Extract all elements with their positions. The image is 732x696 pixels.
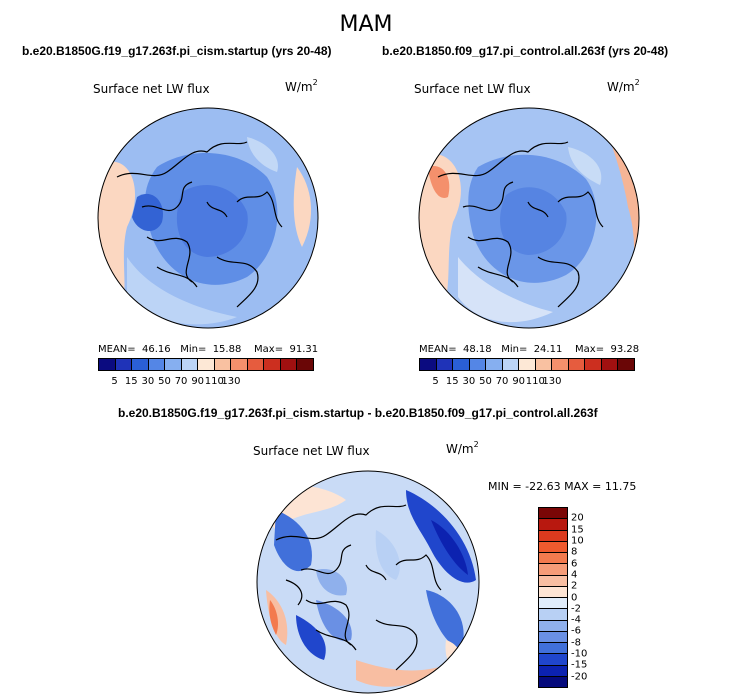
colorbar-swatch: [568, 359, 586, 370]
colorbar-swatch: [264, 359, 281, 370]
colorbar-swatch: [618, 359, 634, 370]
colorbar-swatch: [148, 359, 166, 370]
colorbar-swatch: [469, 359, 487, 370]
colorbar-tick-label: 90: [512, 376, 526, 387]
colorbar-tick-label: 6: [571, 558, 578, 570]
colorbar-tick-label: 130: [542, 376, 562, 387]
colorbar-swatch: [297, 359, 313, 370]
diff-field-title: Surface net LW flux: [253, 444, 370, 458]
colorbar-tick-label: 15: [571, 524, 584, 536]
colorbar-tick-label: 70: [174, 376, 188, 387]
diff-units: W/m2: [446, 440, 479, 456]
colorbar-tick-label: -15: [571, 659, 588, 671]
colorbar-tick-label: 15: [445, 376, 459, 387]
colorbar-tick-label: -4: [571, 614, 581, 626]
colorbar-swatch: [585, 359, 602, 370]
colorbar-swatch: [436, 359, 454, 370]
diff-case-title: b.e20.B1850G.f19_g17.263f.pi_cism.startu…: [118, 406, 598, 420]
colorbar-swatch: [539, 609, 567, 621]
colorbar-swatch: [247, 359, 265, 370]
colorbar-swatch: [539, 564, 567, 576]
colorbar-swatch: [486, 359, 503, 370]
colorbar-swatch: [132, 359, 149, 370]
right-units: W/m2: [607, 78, 640, 94]
colorbar-swatch: [539, 575, 567, 587]
left-stats: MEAN= 46.16 Min= 15.88 Max= 91.31: [98, 344, 319, 355]
colorbar-swatch: [198, 359, 215, 370]
colorbar-swatch: [539, 620, 567, 632]
colorbar-tick-label: 90: [191, 376, 205, 387]
colorbar-tick-label: -20: [571, 671, 588, 683]
colorbar-tick-label: 50: [479, 376, 492, 387]
left-colorbar-labels: 5 15 30 50 70 90 110 130: [98, 376, 314, 388]
colorbar-swatch: [165, 359, 182, 370]
colorbar-tick-label: 70: [495, 376, 509, 387]
colorbar-swatch: [539, 541, 567, 553]
colorbar-tick-label: 2: [571, 580, 578, 592]
colorbar-swatch: [539, 676, 567, 687]
colorbar-swatch: [552, 359, 569, 370]
colorbar-swatch: [420, 359, 437, 370]
colorbar-swatch: [502, 359, 520, 370]
colorbar-tick-label: 110: [204, 376, 224, 387]
colorbar-tick-label: 130: [221, 376, 241, 387]
left-units: W/m2: [285, 78, 318, 94]
colorbar-swatch: [519, 359, 536, 370]
colorbar-tick-label: 5: [432, 376, 439, 387]
diff-colorbar: [538, 507, 568, 688]
colorbar-tick-label: -8: [571, 637, 581, 649]
colorbar-swatch: [539, 665, 567, 677]
colorbar-tick-label: 30: [141, 376, 155, 387]
season-title: MAM: [339, 12, 393, 37]
colorbar-tick-label: -6: [571, 625, 581, 637]
colorbar-swatch: [99, 359, 116, 370]
colorbar-tick-label: 30: [462, 376, 476, 387]
colorbar-tick-label: 10: [571, 535, 584, 547]
colorbar-swatch: [181, 359, 199, 370]
right-field-title: Surface net LW flux: [414, 82, 531, 96]
colorbar-swatch: [539, 654, 567, 666]
right-colorbar: [419, 358, 635, 371]
left-polar-map: [97, 107, 319, 329]
colorbar-tick-label: -10: [571, 648, 588, 660]
right-case-title: b.e20.B1850.f09_g17.pi_control.all.263f …: [382, 44, 669, 58]
colorbar-swatch: [539, 586, 567, 598]
colorbar-tick-label: 0: [571, 592, 578, 603]
colorbar-tick-label: -2: [571, 603, 581, 615]
colorbar-swatch: [539, 530, 567, 542]
colorbar-swatch: [539, 508, 567, 520]
colorbar-swatch: [539, 519, 567, 531]
colorbar-swatch: [280, 359, 298, 370]
colorbar-swatch: [539, 631, 567, 643]
colorbar-swatch: [539, 643, 567, 655]
colorbar-swatch: [539, 553, 567, 565]
left-case-title: b.e20.B1850G.f19_g17.263f.pi_cism.startu…: [22, 44, 332, 58]
colorbar-swatch: [231, 359, 248, 370]
colorbar-tick-label: 15: [124, 376, 138, 387]
colorbar-swatch: [539, 598, 567, 610]
colorbar-tick-label: 4: [571, 569, 578, 581]
right-polar-map: [418, 107, 640, 329]
colorbar-tick-label: 110: [525, 376, 545, 387]
diff-polar-map: [256, 470, 480, 694]
colorbar-tick-label: 5: [111, 376, 118, 387]
colorbar-tick-label: 20: [571, 512, 584, 524]
diff-minmax: MIN = -22.63 MAX = 11.75: [488, 480, 637, 493]
left-field-title: Surface net LW flux: [93, 82, 210, 96]
right-colorbar-labels: 5 15 30 50 70 90 110 130: [419, 376, 635, 388]
colorbar-swatch: [453, 359, 470, 370]
right-stats: MEAN= 48.18 Min= 24.11 Max= 93.28: [419, 344, 640, 355]
colorbar-swatch: [214, 359, 232, 370]
colorbar-swatch: [601, 359, 619, 370]
left-colorbar: [98, 358, 314, 371]
colorbar-swatch: [535, 359, 553, 370]
colorbar-tick-label: 8: [571, 546, 578, 558]
diff-colorbar-labels: 20 15 10 8 6 4 2 0 -2 -4 -6 -8 -10 -15 -20: [571, 507, 601, 688]
colorbar-tick-label: 50: [158, 376, 171, 387]
colorbar-swatch: [115, 359, 133, 370]
